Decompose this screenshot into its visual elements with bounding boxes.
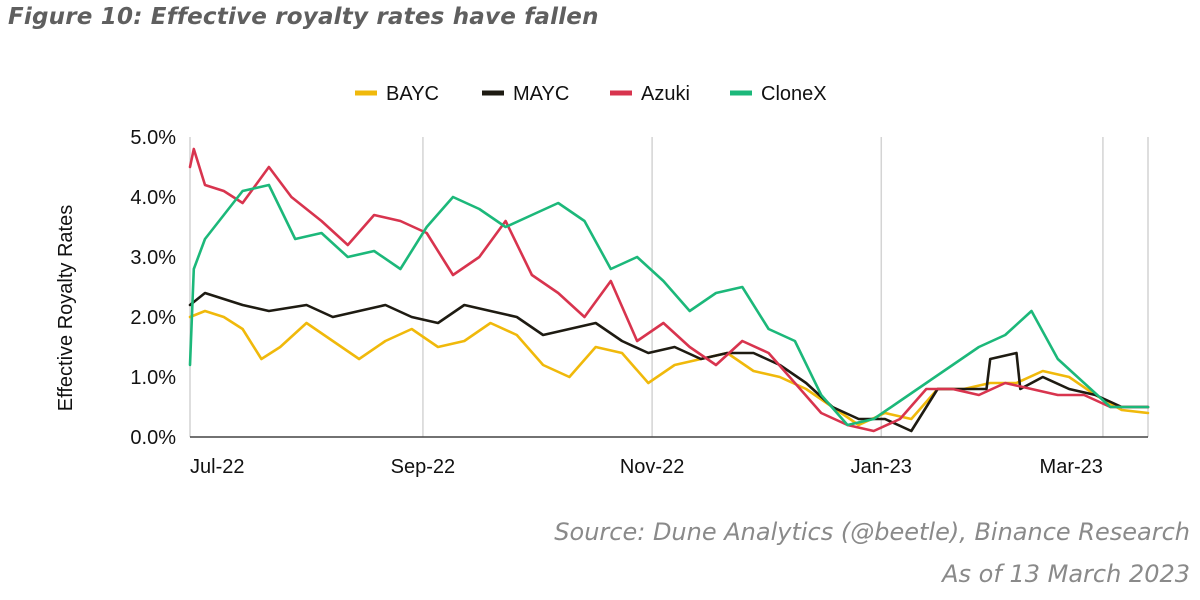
gridlines	[189, 137, 1149, 437]
series-line-bayc	[188, 309, 1150, 427]
legend-label-clonex: CloneX	[761, 83, 827, 105]
series-line-clonex	[188, 183, 1150, 427]
x-tick-label: Mar-23	[1040, 456, 1103, 478]
x-tick-label: Sep-22	[391, 456, 456, 478]
figure-title: Figure 10: Effective royalty rates have …	[8, 4, 599, 30]
y-tick-label: 2.0%	[130, 307, 176, 329]
series-lines	[188, 147, 1150, 433]
y-tick-label: 3.0%	[130, 247, 176, 269]
source-note: Source: Dune Analytics (@beetle), Binanc…	[554, 518, 1190, 546]
series-line-mayc	[188, 291, 1150, 433]
y-tick-label: 0.0%	[130, 427, 176, 449]
y-tick-label: 4.0%	[130, 187, 176, 209]
legend: BAYC MAYC Azuki CloneX	[355, 83, 827, 105]
as-of-note: As of 13 March 2023	[942, 560, 1190, 588]
x-tick-label: Jan-23	[851, 456, 912, 478]
legend-label-azuki: Azuki	[641, 83, 690, 105]
series-line-azuki	[188, 147, 1150, 433]
y-tick-label: 5.0%	[130, 127, 176, 149]
y-tick-label: 1.0%	[130, 367, 176, 389]
x-tick-label: Nov-22	[620, 456, 684, 478]
x-tick-label: Jul-22	[190, 456, 244, 478]
legend-label-mayc: MAYC	[513, 83, 569, 105]
legend-label-bayc: BAYC	[386, 83, 439, 105]
axes: Jul-22 Sep-22 Nov-22 Jan-23 Mar-23 0.0% 1.0% 2.…	[130, 127, 1148, 478]
y-axis-label: Effective Royalty Rates	[55, 205, 77, 411]
